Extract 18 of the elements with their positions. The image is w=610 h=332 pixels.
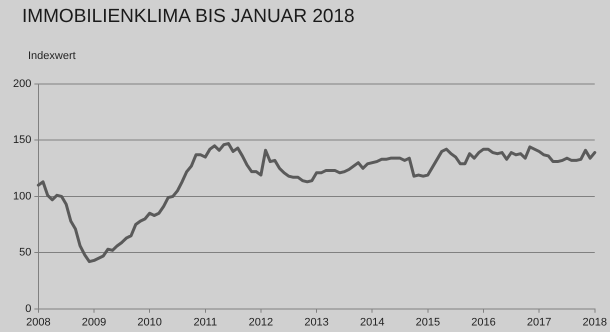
x-tick-label: 2008 <box>26 316 51 328</box>
x-tick-label: 2010 <box>137 316 162 328</box>
x-tick-label: 2017 <box>526 316 552 328</box>
x-tick-label: 2011 <box>193 316 218 328</box>
y-tick-label: 200 <box>12 78 32 90</box>
x-tick-label: 2015 <box>416 316 440 328</box>
chart-title: IMMOBILIENKLIMA BIS JANUAR 2018 <box>22 6 355 28</box>
x-tick-label: 2016 <box>471 316 496 328</box>
x-tick-label: 2018 <box>582 316 608 328</box>
y-tick-label: 0 <box>25 302 32 315</box>
y-axis-title: Indexwert <box>28 50 76 62</box>
x-tick-label: 2012 <box>248 316 274 328</box>
x-tick-label: 2014 <box>360 316 384 328</box>
x-tick-label: 2013 <box>304 316 329 328</box>
y-tick-label: 50 <box>19 246 32 259</box>
y-tick-label: 100 <box>12 190 32 202</box>
y-tick-label: 150 <box>12 134 32 146</box>
x-tick-label: 2009 <box>82 316 106 328</box>
